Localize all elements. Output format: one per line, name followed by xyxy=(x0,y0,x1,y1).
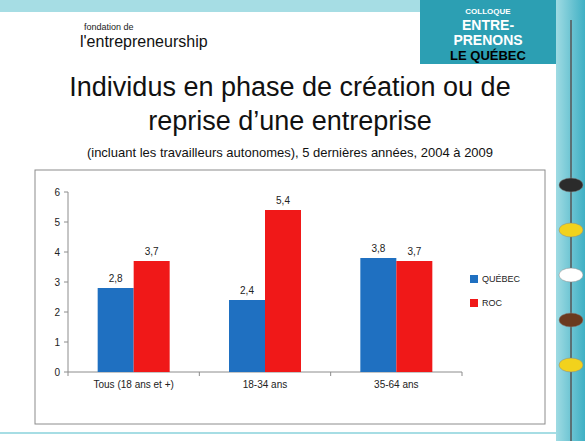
bar xyxy=(396,261,432,372)
logo-right-text: PRENONS xyxy=(453,32,522,48)
x-tick xyxy=(330,372,331,376)
side-strip xyxy=(556,0,585,441)
hand xyxy=(559,313,583,327)
data-label: 3,8 xyxy=(371,243,385,254)
y-tick xyxy=(64,372,68,373)
y-tick xyxy=(64,342,68,343)
x-tick-label: 18-34 ans xyxy=(243,379,287,390)
title-line: Individus en phase de création ou de xyxy=(69,72,510,102)
x-tick-label: 35-64 ans xyxy=(374,379,418,390)
bar xyxy=(134,261,170,372)
legend-swatch xyxy=(470,275,478,283)
y-tick xyxy=(64,192,68,193)
subtitle: (incluant les travailleurs autonomes), 5… xyxy=(87,145,493,160)
logo-right-text: LE QUÉBEC xyxy=(450,48,526,63)
bar xyxy=(265,210,301,372)
y-tick-label: 5 xyxy=(54,217,60,228)
data-label: 2,4 xyxy=(240,285,254,296)
y-tick-label: 0 xyxy=(54,367,60,378)
title-line: reprise d’une entreprise xyxy=(148,106,432,136)
bottom-line xyxy=(0,432,556,434)
slide: fondation del'entrepreneurship COLLOQUEEN… xyxy=(0,0,585,441)
data-label: 5,4 xyxy=(276,195,290,206)
x-tick xyxy=(199,372,200,376)
y-tick xyxy=(64,252,68,253)
logo-left-top: fondation de xyxy=(84,22,134,32)
y-tick xyxy=(64,282,68,283)
logo-left-main: l'entrepreneurship xyxy=(80,33,208,50)
y-tick-label: 3 xyxy=(54,277,60,288)
y-tick-label: 6 xyxy=(54,187,60,198)
data-label: 3,7 xyxy=(407,246,421,257)
bar xyxy=(360,258,396,372)
bar xyxy=(229,300,265,372)
y-tick xyxy=(64,312,68,313)
x-tick-label: Tous (18 ans et +) xyxy=(94,379,174,390)
hand xyxy=(559,358,583,372)
hand xyxy=(559,178,583,192)
chart-frame xyxy=(35,170,545,424)
bars xyxy=(98,210,433,372)
legend-label: ROC xyxy=(482,298,503,308)
legend-swatch xyxy=(470,299,478,307)
y-tick-label: 2 xyxy=(54,307,60,318)
data-label: 3,7 xyxy=(145,246,159,257)
bar xyxy=(98,288,134,372)
logo-right-bg xyxy=(420,0,556,64)
y-axis xyxy=(68,192,69,372)
title: Individus en phase de création ou de repr… xyxy=(69,72,510,136)
logo-right-text: COLLOQUE xyxy=(465,7,511,16)
y-tick xyxy=(64,222,68,223)
data-label: 2,8 xyxy=(109,273,123,284)
hand xyxy=(559,268,583,282)
x-tick xyxy=(462,372,463,376)
hand xyxy=(559,223,583,237)
logo-right-text: ENTRE- xyxy=(462,17,514,33)
y-tick-label: 4 xyxy=(54,247,60,258)
legend-label: QUÉBEC xyxy=(482,274,521,284)
y-tick-label: 1 xyxy=(54,337,60,348)
x-tick xyxy=(68,372,69,376)
